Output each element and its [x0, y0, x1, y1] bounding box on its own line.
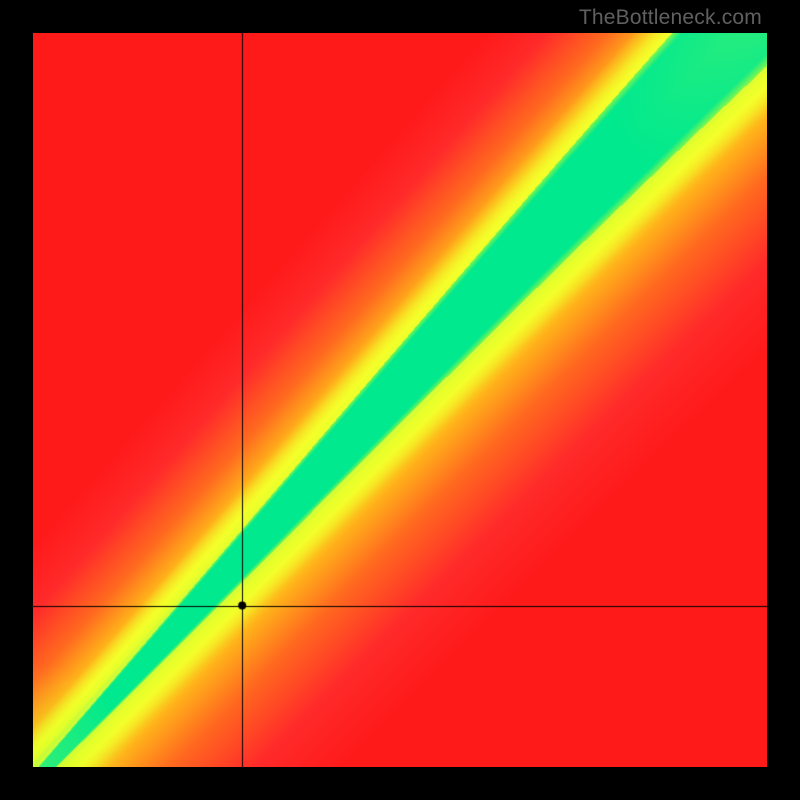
heatmap-canvas	[33, 33, 767, 767]
watermark-text: TheBottleneck.com	[579, 6, 762, 30]
heatmap-plot	[33, 33, 767, 767]
frame: TheBottleneck.com	[0, 0, 800, 800]
